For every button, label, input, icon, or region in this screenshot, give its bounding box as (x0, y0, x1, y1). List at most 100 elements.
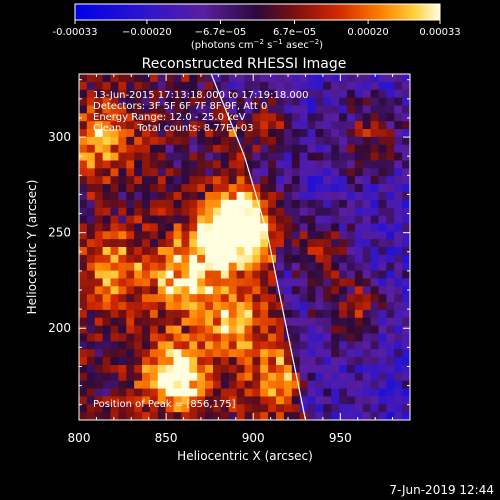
heatmap-cell (299, 270, 309, 279)
heatmap-cell (331, 357, 340, 366)
heatmap-cell (323, 262, 332, 272)
heatmap-cell (157, 309, 167, 319)
heatmap-cell (86, 129, 96, 138)
heatmap-cell (79, 121, 88, 130)
heatmap-cell (189, 89, 198, 99)
heatmap-cell (134, 380, 143, 390)
heatmap-cell (323, 160, 332, 169)
heatmap-cell (126, 349, 135, 358)
heatmap-cell (228, 357, 238, 366)
heatmap-cell (291, 184, 301, 193)
heatmap-cell (339, 278, 348, 287)
heatmap-cell (307, 239, 316, 248)
heatmap-cell (236, 254, 245, 264)
heatmap-cell (173, 239, 182, 248)
heatmap-cell (165, 184, 175, 193)
heatmap-cell (307, 317, 316, 327)
heatmap-cell (220, 309, 230, 319)
heatmap-cell (79, 396, 88, 405)
heatmap-cell (378, 144, 387, 154)
heatmap-cell (276, 239, 285, 248)
heatmap-cell (362, 105, 372, 114)
heatmap-cell (315, 105, 324, 114)
heatmap-cell (157, 191, 167, 201)
heatmap-cell (378, 215, 387, 224)
heatmap-cell (252, 309, 261, 319)
heatmap-cell (276, 81, 285, 91)
heatmap-cell (197, 286, 206, 295)
heatmap-cell (307, 341, 316, 350)
heatmap-cell (236, 309, 245, 319)
heatmap-cell (197, 317, 206, 327)
heatmap-cell (394, 231, 403, 240)
heatmap-cell (181, 349, 190, 358)
heatmap-cell (236, 286, 245, 295)
heatmap-cell (181, 152, 190, 161)
heatmap-cell (149, 270, 159, 279)
heatmap-cell (126, 89, 135, 99)
heatmap-cell (181, 294, 190, 303)
heatmap-cell (228, 294, 238, 303)
heatmap-cell (260, 325, 269, 334)
heatmap-cell (339, 270, 348, 279)
heatmap-cell (212, 136, 222, 146)
heatmap-cell (118, 144, 127, 154)
heatmap-cell (142, 160, 151, 169)
heatmap-cell (142, 380, 151, 390)
heatmap-cell (110, 404, 119, 413)
heatmap-cell (118, 380, 127, 390)
heatmap-cell (94, 152, 104, 161)
heatmap-cell (402, 105, 410, 114)
heatmap-cell (315, 270, 324, 279)
heatmap-cell (149, 333, 159, 342)
annotation-detectors: Detectors: 3F 5F 6F 7F 8F 9F, Att 0 (93, 101, 267, 112)
heatmap-cell (220, 89, 230, 99)
heatmap-cell (354, 396, 364, 405)
heatmap-cell (331, 404, 340, 413)
heatmap-cell (268, 294, 277, 303)
heatmap-cell (362, 168, 372, 177)
heatmap-cell (94, 231, 104, 240)
heatmap-cells (79, 74, 410, 420)
heatmap-cell (370, 357, 379, 366)
heatmap-cell (378, 231, 387, 240)
heatmap-cell (118, 105, 127, 114)
heatmap-cell (283, 223, 293, 232)
heatmap-cell (236, 74, 245, 83)
heatmap-cell (386, 254, 395, 264)
heatmap-cell (402, 144, 410, 154)
heatmap-cell (205, 349, 214, 358)
heatmap-cell (205, 121, 214, 130)
heatmap-cell (307, 136, 316, 146)
heatmap-cell (157, 404, 167, 413)
heatmap-cell (189, 262, 198, 272)
heatmap-cell (228, 325, 238, 334)
heatmap-cell (260, 121, 269, 130)
heatmap-cell (157, 333, 167, 342)
heatmap-cell (126, 247, 135, 256)
heatmap-cell (252, 294, 261, 303)
heatmap-cell (307, 325, 316, 334)
heatmap-cell (134, 184, 143, 193)
heatmap-cell (205, 152, 214, 161)
heatmap-cell (118, 254, 127, 264)
heatmap-cell (402, 129, 410, 138)
heatmap-cell (102, 286, 112, 295)
heatmap-cell (283, 168, 293, 177)
heatmap-cell (299, 121, 309, 130)
heatmap-cell (220, 302, 230, 311)
heatmap-cell (276, 317, 285, 327)
solar-limb-curve (210, 74, 307, 420)
heatmap-cell (173, 223, 182, 232)
heatmap-cell (331, 286, 340, 295)
heatmap-cell (118, 207, 127, 217)
heatmap-cell (220, 333, 230, 342)
heatmap-cell (205, 136, 214, 146)
heatmap-cell (402, 113, 410, 122)
heatmap-cell (315, 333, 324, 342)
heatmap-cell (212, 176, 222, 185)
heatmap-cell (149, 372, 159, 382)
heatmap-cell (118, 129, 127, 138)
heatmap-cell (94, 302, 104, 311)
heatmap-cell (394, 286, 403, 295)
